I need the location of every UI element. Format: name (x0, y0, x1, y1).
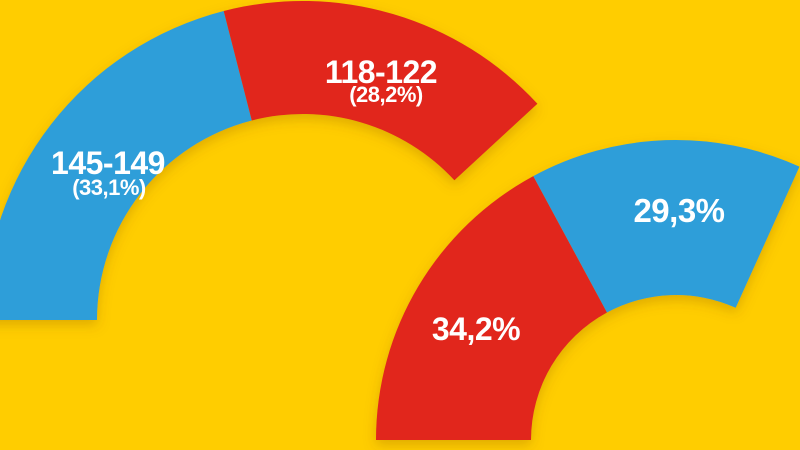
left-gauge-labels: 145-149 (33,1%) 118-122 (28,2%) (51, 54, 438, 200)
right-gauge-red-segment (376, 176, 607, 440)
right-gauge-labels: 34,2% 29,3% (432, 192, 725, 347)
left-gauge-blue-label: 145-149 (51, 145, 165, 181)
left-gauge-blue-sublabel: (33,1%) (72, 175, 146, 200)
left-gauge-red-segment (223, 1, 538, 181)
right-gauge-blue-segment (533, 139, 800, 313)
right-gauge (376, 139, 800, 440)
right-gauge-blue-label: 29,3% (633, 192, 724, 229)
left-gauge-blue-segment (0, 11, 252, 320)
left-gauge (0, 1, 538, 320)
left-gauge-red-label: 118-122 (325, 54, 437, 90)
right-gauge-red-label: 34,2% (432, 311, 520, 347)
left-gauge-red-sublabel: (28,2%) (349, 82, 423, 107)
